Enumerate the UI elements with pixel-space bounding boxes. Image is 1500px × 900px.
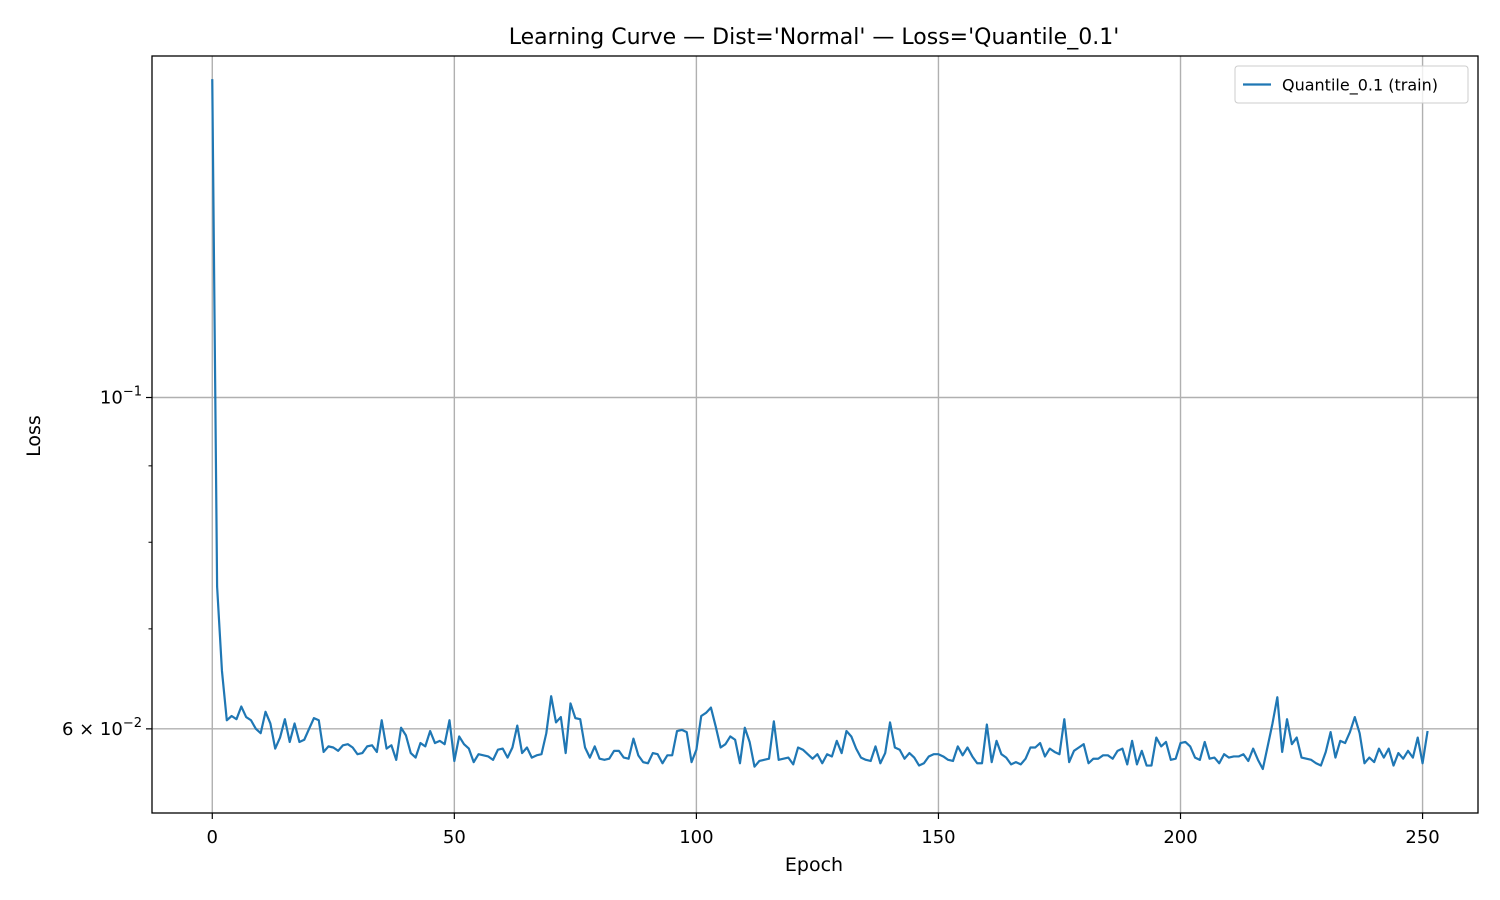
legend-label: Quantile_0.1 (train) [1282, 76, 1438, 96]
x-tick-label: 150 [921, 827, 955, 848]
ticks: 0 50 100 150 200 250 10−1 6 × 10−2 [62, 385, 1440, 848]
x-tick-label: 100 [679, 827, 713, 848]
x-tick-label: 50 [443, 827, 466, 848]
y-axis-label: Loss [23, 415, 45, 457]
grid [152, 56, 1478, 813]
x-tick-label: 0 [207, 827, 218, 848]
x-tick-label: 200 [1163, 827, 1197, 848]
y-tick-label: 10−1 [100, 385, 142, 409]
legend: Quantile_0.1 (train) [1234, 65, 1469, 104]
plot-frame [151, 55, 1479, 814]
series-layer [211, 79, 1429, 771]
legend-box [1234, 65, 1469, 104]
axes [151, 55, 1479, 814]
x-tick-label: 250 [1405, 827, 1439, 848]
chart-title: Learning Curve — Dist='Normal' — Loss='Q… [509, 25, 1120, 50]
x-axis-label: Epoch [785, 854, 843, 876]
y-tick-label: 6 × 10−2 [62, 716, 142, 740]
series-line-0 [211, 79, 1429, 771]
